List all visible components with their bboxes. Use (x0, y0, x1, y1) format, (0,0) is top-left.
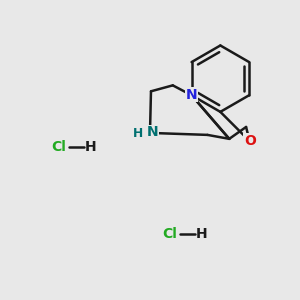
Text: Cl: Cl (162, 227, 177, 241)
Text: N: N (147, 125, 159, 140)
Text: H: H (196, 227, 207, 241)
Text: O: O (244, 134, 256, 148)
Text: Cl: Cl (51, 140, 66, 154)
Text: H: H (133, 127, 143, 140)
Text: H: H (85, 140, 96, 154)
Text: N: N (186, 88, 197, 102)
